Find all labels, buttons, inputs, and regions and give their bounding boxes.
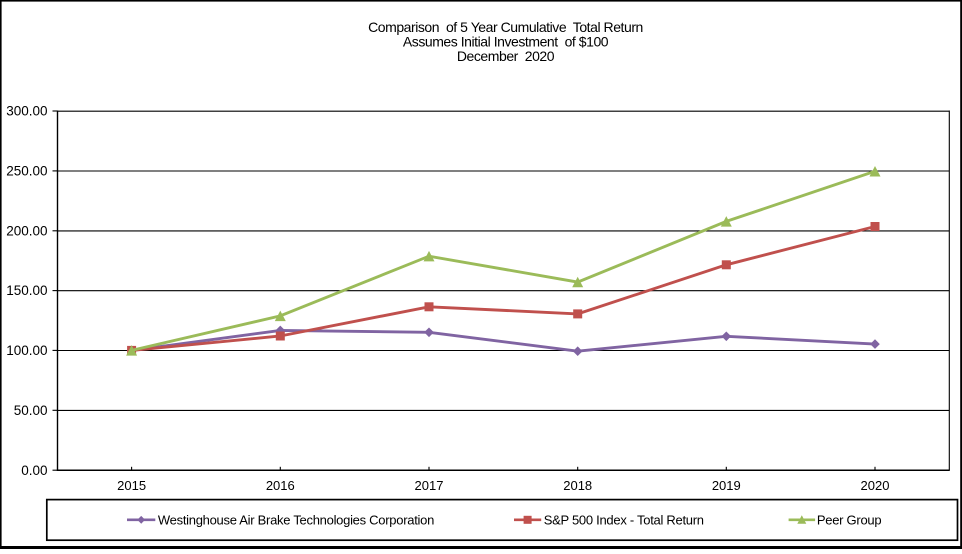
svg-text:December 2020: December 2020 [457,48,555,64]
svg-text:2017: 2017 [415,478,444,493]
svg-text:2019: 2019 [712,478,741,493]
svg-text:2020: 2020 [861,478,890,493]
svg-text:150.00: 150.00 [6,283,47,298]
svg-text:2018: 2018 [563,478,592,493]
svg-text:Assumes Initial Investment of: Assumes Initial Investment of $100 [403,34,609,50]
svg-text:0.00: 0.00 [21,463,47,478]
svg-text:Westinghouse Air Brake Technol: Westinghouse Air Brake Technologies Corp… [158,512,434,527]
svg-text:100.00: 100.00 [6,343,47,358]
svg-text:300.00: 300.00 [6,104,47,119]
svg-text:250.00: 250.00 [6,164,47,179]
svg-text:S&P 500 Index - Total Return: S&P 500 Index - Total Return [544,512,704,527]
svg-text:2015: 2015 [117,478,146,493]
svg-text:2016: 2016 [266,478,295,493]
svg-text:Comparison of 5 Year Cumulati: Comparison of 5 Year Cumulative Total Re… [368,19,643,35]
svg-text:200.00: 200.00 [6,223,47,238]
svg-text:Peer Group: Peer Group [817,512,881,527]
svg-text:50.00: 50.00 [14,403,48,418]
